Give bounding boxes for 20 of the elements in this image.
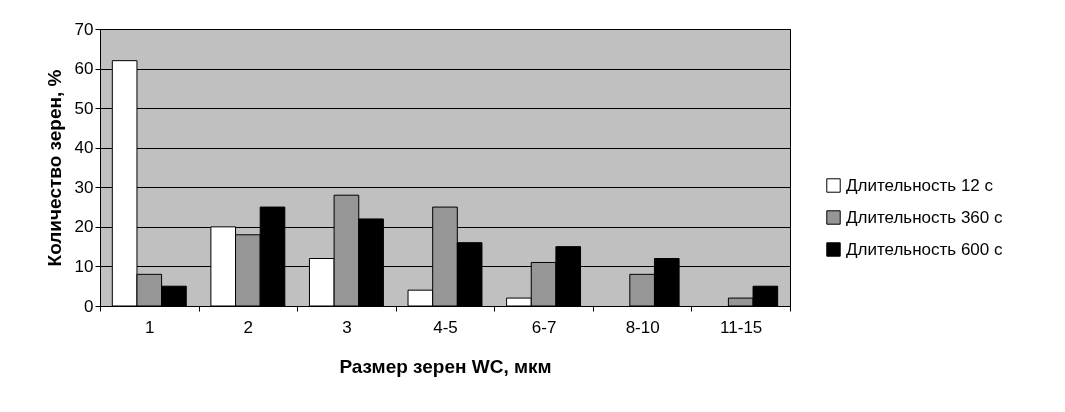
x-tick-label: 4-5 xyxy=(433,317,458,337)
y-axis-title: Количество зерен, % xyxy=(43,69,65,267)
legend-label: Длительность 360 с xyxy=(846,207,1003,227)
y-tick-label: 70 xyxy=(74,19,94,39)
x-axis-title: Размер зерен WC, мкм xyxy=(339,355,552,377)
legend-label: Длительность 12 с xyxy=(846,175,994,195)
y-tick-label: 10 xyxy=(74,256,94,276)
y-tick-label: 50 xyxy=(74,98,94,118)
y-tick-label: 20 xyxy=(74,217,94,237)
x-tick-label: 3 xyxy=(342,317,352,337)
x-tick-label: 6-7 xyxy=(531,317,557,337)
y-tick-label: 30 xyxy=(74,177,94,197)
legend-label: Длительность 600 с xyxy=(846,239,1003,259)
x-tick-label: 8-10 xyxy=(625,317,660,337)
x-tick-label: 11-15 xyxy=(720,317,763,337)
y-tick-label: 40 xyxy=(74,138,94,158)
y-tick-label: 60 xyxy=(74,59,94,79)
x-tick-label: 1 xyxy=(145,317,155,337)
x-tick-label: 2 xyxy=(243,317,254,337)
y-tick-label: 0 xyxy=(84,296,94,316)
